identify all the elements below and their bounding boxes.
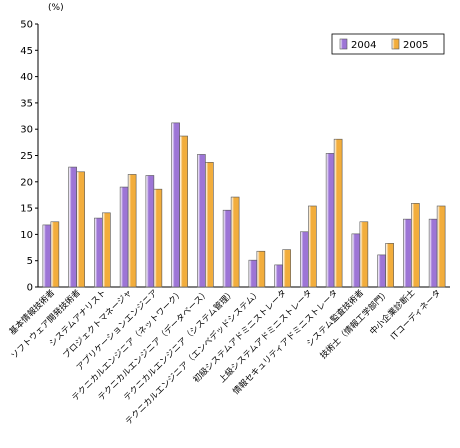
- bar-2005-6: [205, 162, 214, 288]
- legend-label-2005: 2005: [403, 40, 428, 51]
- y-axis-unit-label: (%): [48, 3, 64, 13]
- bar-2005-4: [153, 188, 163, 288]
- y-tick-label: 20: [20, 177, 33, 188]
- bar-2005-1: [76, 171, 85, 288]
- y-tick-label: 5: [27, 256, 33, 267]
- bar-2004-13: [377, 254, 386, 288]
- bar-2005-7: [230, 196, 240, 288]
- legend-box: [331, 33, 445, 55]
- bar-2005-14: [411, 203, 420, 288]
- bar-2005-0: [50, 221, 60, 288]
- legend-label-2004: 2004: [351, 40, 376, 51]
- category-label: 上級システムアドミニストレータ: [217, 287, 315, 385]
- bar-2004-4: [145, 175, 155, 288]
- bar-2004-8: [248, 259, 258, 288]
- y-tick-label: 15: [20, 204, 33, 215]
- y-tick-label: 45: [20, 46, 33, 57]
- bar-2004-7: [222, 209, 232, 288]
- legend-swatch-2005: [391, 38, 400, 50]
- bar-2005-13: [385, 243, 394, 288]
- bar-2005-11: [333, 138, 343, 288]
- y-tick-label: 35: [20, 98, 33, 109]
- bar-series: [42, 122, 446, 288]
- bar-2004-3: [119, 186, 129, 288]
- bar-2004-1: [68, 166, 77, 288]
- y-tick-label: 30: [20, 125, 33, 136]
- bar-2004-14: [403, 218, 412, 288]
- bar-2004-10: [300, 231, 309, 288]
- bar-2004-15: [428, 218, 438, 288]
- bar-2005-5: [179, 135, 188, 288]
- bar-2005-2: [102, 212, 111, 288]
- y-tick-label: 50: [20, 20, 33, 31]
- bar-2005-8: [256, 250, 266, 288]
- bar-2004-6: [197, 154, 206, 288]
- bar-2004-12: [351, 233, 361, 288]
- category-labels: 基本情報技術者ソフトウェア開発技術者システムアナリストプロジェクトマネージャアプ…: [7, 287, 443, 427]
- bar-2005-10: [308, 205, 317, 288]
- bar-2004-0: [42, 224, 52, 288]
- y-tick-label: 40: [20, 72, 33, 83]
- category-label: 中小企業診断士: [368, 287, 418, 337]
- legend-swatch-2004: [339, 38, 348, 50]
- bar-2005-9: [282, 249, 291, 288]
- category-label: 初級システムアドミニストレータ: [191, 287, 289, 385]
- y-tick-label: 10: [20, 230, 33, 241]
- legend: 2004 2005: [331, 33, 445, 55]
- y-tick-label: 25: [20, 151, 33, 162]
- category-label: 基本情報技術者: [7, 287, 57, 337]
- bar-2005-3: [127, 174, 137, 288]
- bar-2005-12: [359, 221, 369, 288]
- y-tick-label: 0: [27, 283, 33, 294]
- bar-2004-11: [325, 153, 335, 288]
- bar-2005-15: [436, 205, 446, 288]
- bar-2004-2: [94, 217, 103, 288]
- bar-2004-9: [274, 264, 283, 288]
- bar-2004-5: [171, 122, 180, 288]
